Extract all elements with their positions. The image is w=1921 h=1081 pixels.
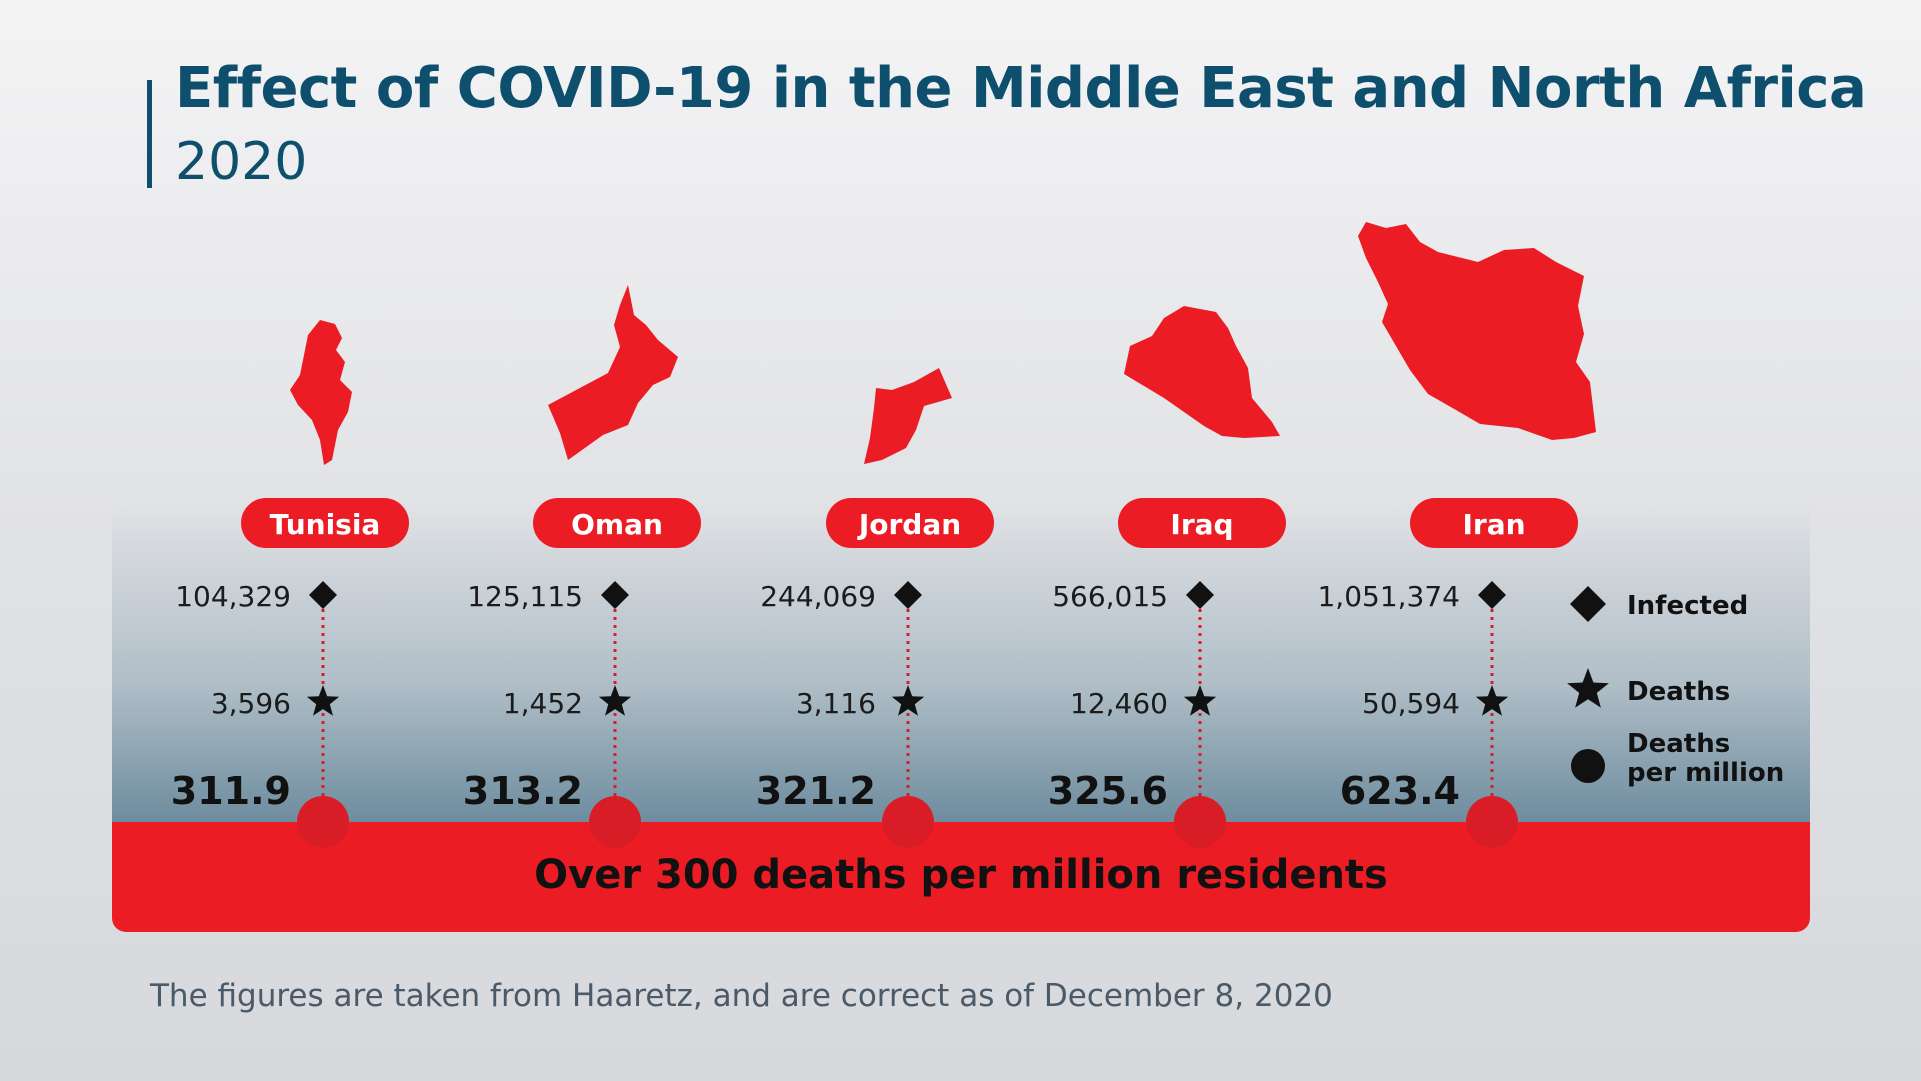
- oman-deaths-value: 1,452: [503, 687, 583, 720]
- tunisia-infected-value: 104,329: [175, 580, 291, 613]
- iraq-deaths-per-million-value: 325.6: [1048, 769, 1168, 813]
- iran-deaths-value: 50,594: [1362, 687, 1460, 720]
- page-title: Effect of COVID-19 in the Middle East an…: [175, 56, 1867, 121]
- jordan-infected-value: 244,069: [760, 580, 876, 613]
- country-labels: Tunisia Oman Jordan Iraq Iran: [241, 498, 1578, 548]
- jordan-map-icon: [864, 368, 952, 464]
- oman-infected-marker: [601, 581, 629, 609]
- iran-deaths-marker: [1475, 685, 1509, 716]
- iraq-infected-value: 566,015: [1052, 580, 1168, 613]
- oman-map-icon: [548, 285, 678, 460]
- jordan-infected-marker: [894, 581, 922, 609]
- legend-deaths-label: Deaths: [1627, 677, 1730, 707]
- tunisia-infected-marker: [309, 581, 337, 609]
- title-accent-bar: [147, 80, 152, 188]
- iraq-deaths-value: 12,460: [1070, 687, 1168, 720]
- source-note: The figures are taken from Haaretz, and …: [150, 978, 1333, 1014]
- legend-infected-diamond-icon: [1570, 586, 1606, 622]
- stats-panel: [112, 500, 1810, 830]
- jordan-deaths-value: 3,116: [796, 687, 876, 720]
- oman-deaths-marker: [598, 685, 632, 716]
- oman-label: Oman: [571, 508, 663, 541]
- iraq-label-pill: [1118, 498, 1286, 548]
- jordan-deaths-per-million-value: 321.2: [756, 769, 876, 813]
- iraq-label: Iraq: [1170, 508, 1233, 541]
- country-maps: [290, 222, 1596, 465]
- country-columns: 104,329 3,596 311.9 125,115 1,452 313.2 244,06…: [171, 580, 1518, 848]
- jordan-label: Jordan: [857, 508, 961, 541]
- legend-deaths-per-million-circle-icon: [1571, 749, 1605, 783]
- iran-label-pill: [1410, 498, 1578, 548]
- iraq-deaths-per-million-marker: [1174, 796, 1226, 848]
- legend: Infected Deaths Deaths per million: [1567, 586, 1784, 788]
- oman-infected-value: 125,115: [467, 580, 583, 613]
- page-subtitle: 2020: [175, 132, 308, 192]
- oman-deaths-per-million-marker: [589, 796, 641, 848]
- legend-deaths-star-icon: [1567, 668, 1609, 708]
- jordan-deaths-per-million-marker: [882, 796, 934, 848]
- jordan-deaths-marker: [891, 685, 925, 716]
- tunisia-deaths-per-million-marker: [297, 796, 349, 848]
- oman-label-pill: [533, 498, 701, 548]
- legend-deaths-per-million-label: Deaths per million: [1627, 729, 1784, 788]
- iran-map-icon: [1358, 222, 1596, 440]
- iraq-map-icon: [1124, 306, 1280, 438]
- tunisia-deaths-per-million-value: 311.9: [171, 769, 291, 813]
- tunisia-map-icon: [290, 320, 352, 465]
- tunisia-deaths-marker: [306, 685, 340, 716]
- iran-label: Iran: [1462, 508, 1525, 541]
- iran-infected-marker: [1478, 581, 1506, 609]
- tunisia-deaths-value: 3,596: [211, 687, 291, 720]
- legend-infected-label: Infected: [1627, 591, 1748, 621]
- iran-infected-value: 1,051,374: [1317, 580, 1460, 613]
- tunisia-label-pill: [241, 498, 409, 548]
- iran-deaths-per-million-marker: [1466, 796, 1518, 848]
- oman-deaths-per-million-value: 313.2: [463, 769, 583, 813]
- iran-deaths-per-million-value: 623.4: [1340, 769, 1460, 813]
- banner-text: Over 300 deaths per million residents: [534, 852, 1388, 898]
- tunisia-label: Tunisia: [270, 508, 381, 541]
- jordan-label-pill: [826, 498, 994, 548]
- summary-banner: [112, 822, 1810, 932]
- iraq-deaths-marker: [1183, 685, 1217, 716]
- iraq-infected-marker: [1186, 581, 1214, 609]
